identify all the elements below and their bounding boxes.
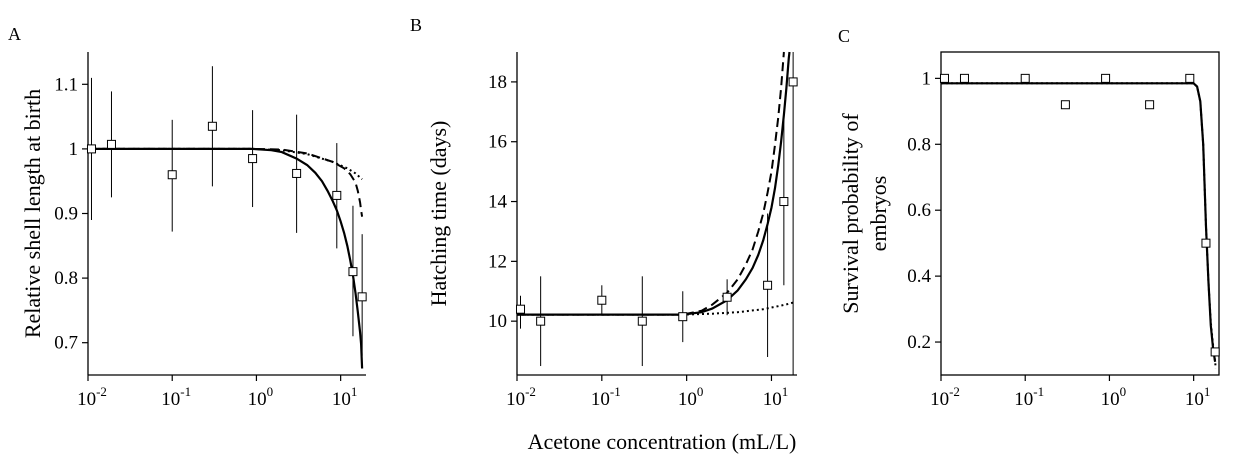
x-tick-label: 10-2 <box>930 384 960 410</box>
panel-label: A <box>8 24 21 44</box>
data-point <box>722 292 732 302</box>
data-point <box>788 77 798 87</box>
x-tick-exponent: 1 <box>351 384 358 399</box>
y-axis-title: Hatching time (days) <box>426 121 451 307</box>
data-point <box>248 154 258 164</box>
y-tick-label: 1.1 <box>54 74 78 95</box>
x-tick-base: 10 <box>763 389 782 410</box>
y-tick-label: 1 <box>922 68 932 89</box>
x-tick-base: 10 <box>161 389 180 410</box>
x-tick-label: 100 <box>248 384 274 410</box>
x-tick-exponent: 0 <box>1120 384 1127 399</box>
x-tick-label: 10-1 <box>161 384 191 410</box>
data-point <box>1185 73 1195 83</box>
data-point <box>1101 73 1111 83</box>
x-tick-exponent: 0 <box>267 384 274 399</box>
y-tick-label: 10 <box>488 311 507 332</box>
data-point <box>1060 100 1070 110</box>
x-tick-label: 101 <box>763 384 789 410</box>
x-tick-base: 10 <box>1185 389 1204 410</box>
model-curve-dotted <box>941 82 1217 369</box>
y-tick-label: 0.2 <box>907 332 931 353</box>
y-tick-label: 18 <box>488 72 507 93</box>
x-tick-base: 10 <box>506 389 525 410</box>
x-tick-label: 10-1 <box>1014 384 1044 410</box>
x-tick-label: 10-2 <box>77 384 107 410</box>
y-tick-label: 0.8 <box>907 134 931 155</box>
y-tick-label: 0.9 <box>54 204 78 225</box>
data-point <box>357 292 367 302</box>
y-axis-title: Relative shell length at birth <box>20 89 45 338</box>
data-point <box>516 304 526 314</box>
y-tick-label: 0.8 <box>54 268 78 289</box>
y-axis-title: Survival probability of <box>838 113 863 314</box>
x-tick-base: 10 <box>332 389 351 410</box>
model-curve-solid <box>517 51 791 316</box>
x-tick-exponent: 1 <box>1204 384 1211 399</box>
x-tick-base: 10 <box>591 389 610 410</box>
y-tick-label: 12 <box>488 251 507 272</box>
y-tick-label: 0.7 <box>54 333 78 354</box>
data-point <box>536 316 546 326</box>
y-tick-label: 14 <box>488 192 508 213</box>
model-curve-dotted <box>517 301 794 316</box>
x-tick-exponent: -2 <box>96 384 107 399</box>
x-tick-exponent: -1 <box>610 384 621 399</box>
y-tick-label: 0.4 <box>907 266 931 287</box>
model-curve-solid <box>88 147 364 369</box>
x-tick-exponent: 1 <box>782 384 789 399</box>
data-point <box>1210 347 1220 357</box>
x-tick-base: 10 <box>678 389 697 410</box>
x-tick-exponent: -2 <box>949 384 960 399</box>
data-point <box>637 316 647 326</box>
x-tick-base: 10 <box>1101 389 1120 410</box>
panel-label: C <box>838 26 850 46</box>
data-point <box>348 267 358 277</box>
data-point <box>939 73 949 83</box>
x-tick-base: 10 <box>930 389 949 410</box>
y-axis-title-line2: embryos <box>866 176 891 252</box>
model-curve-dashed <box>517 51 785 316</box>
x-tick-base: 10 <box>248 389 267 410</box>
data-point <box>597 295 607 305</box>
data-point <box>292 168 302 178</box>
y-tick-label: 16 <box>488 132 507 153</box>
plot-frame <box>940 51 1220 376</box>
x-tick-label: 101 <box>332 384 358 410</box>
x-tick-exponent: -2 <box>525 384 536 399</box>
x-tick-exponent: -1 <box>180 384 191 399</box>
data-point <box>86 144 96 154</box>
model-curve-solid <box>941 82 1217 362</box>
y-tick-label: 1 <box>69 139 79 160</box>
data-point <box>207 121 217 131</box>
x-tick-label: 100 <box>678 384 704 410</box>
x-tick-exponent: 0 <box>697 384 704 399</box>
shared-x-axis-title: Acetone concentration (mL/L) <box>528 429 797 454</box>
x-tick-base: 10 <box>1014 389 1033 410</box>
x-tick-exponent: -1 <box>1033 384 1044 399</box>
data-point <box>959 73 969 83</box>
data-point <box>1145 100 1155 110</box>
x-tick-label: 10-1 <box>591 384 621 410</box>
data-point <box>106 139 116 149</box>
data-point <box>1020 73 1030 83</box>
x-tick-label: 101 <box>1185 384 1211 410</box>
data-point <box>678 312 688 322</box>
data-point <box>1201 238 1211 248</box>
data-point <box>763 280 773 290</box>
x-tick-label: 10-2 <box>506 384 536 410</box>
model-curve-dotted <box>88 147 363 181</box>
model-curve-dashed <box>88 147 364 217</box>
data-point <box>332 190 342 200</box>
x-tick-label: 100 <box>1101 384 1127 410</box>
x-tick-base: 10 <box>77 389 96 410</box>
data-point <box>167 170 177 180</box>
data-point <box>779 197 789 207</box>
y-tick-label: 0.6 <box>907 200 931 221</box>
panel-label: B <box>410 15 422 35</box>
